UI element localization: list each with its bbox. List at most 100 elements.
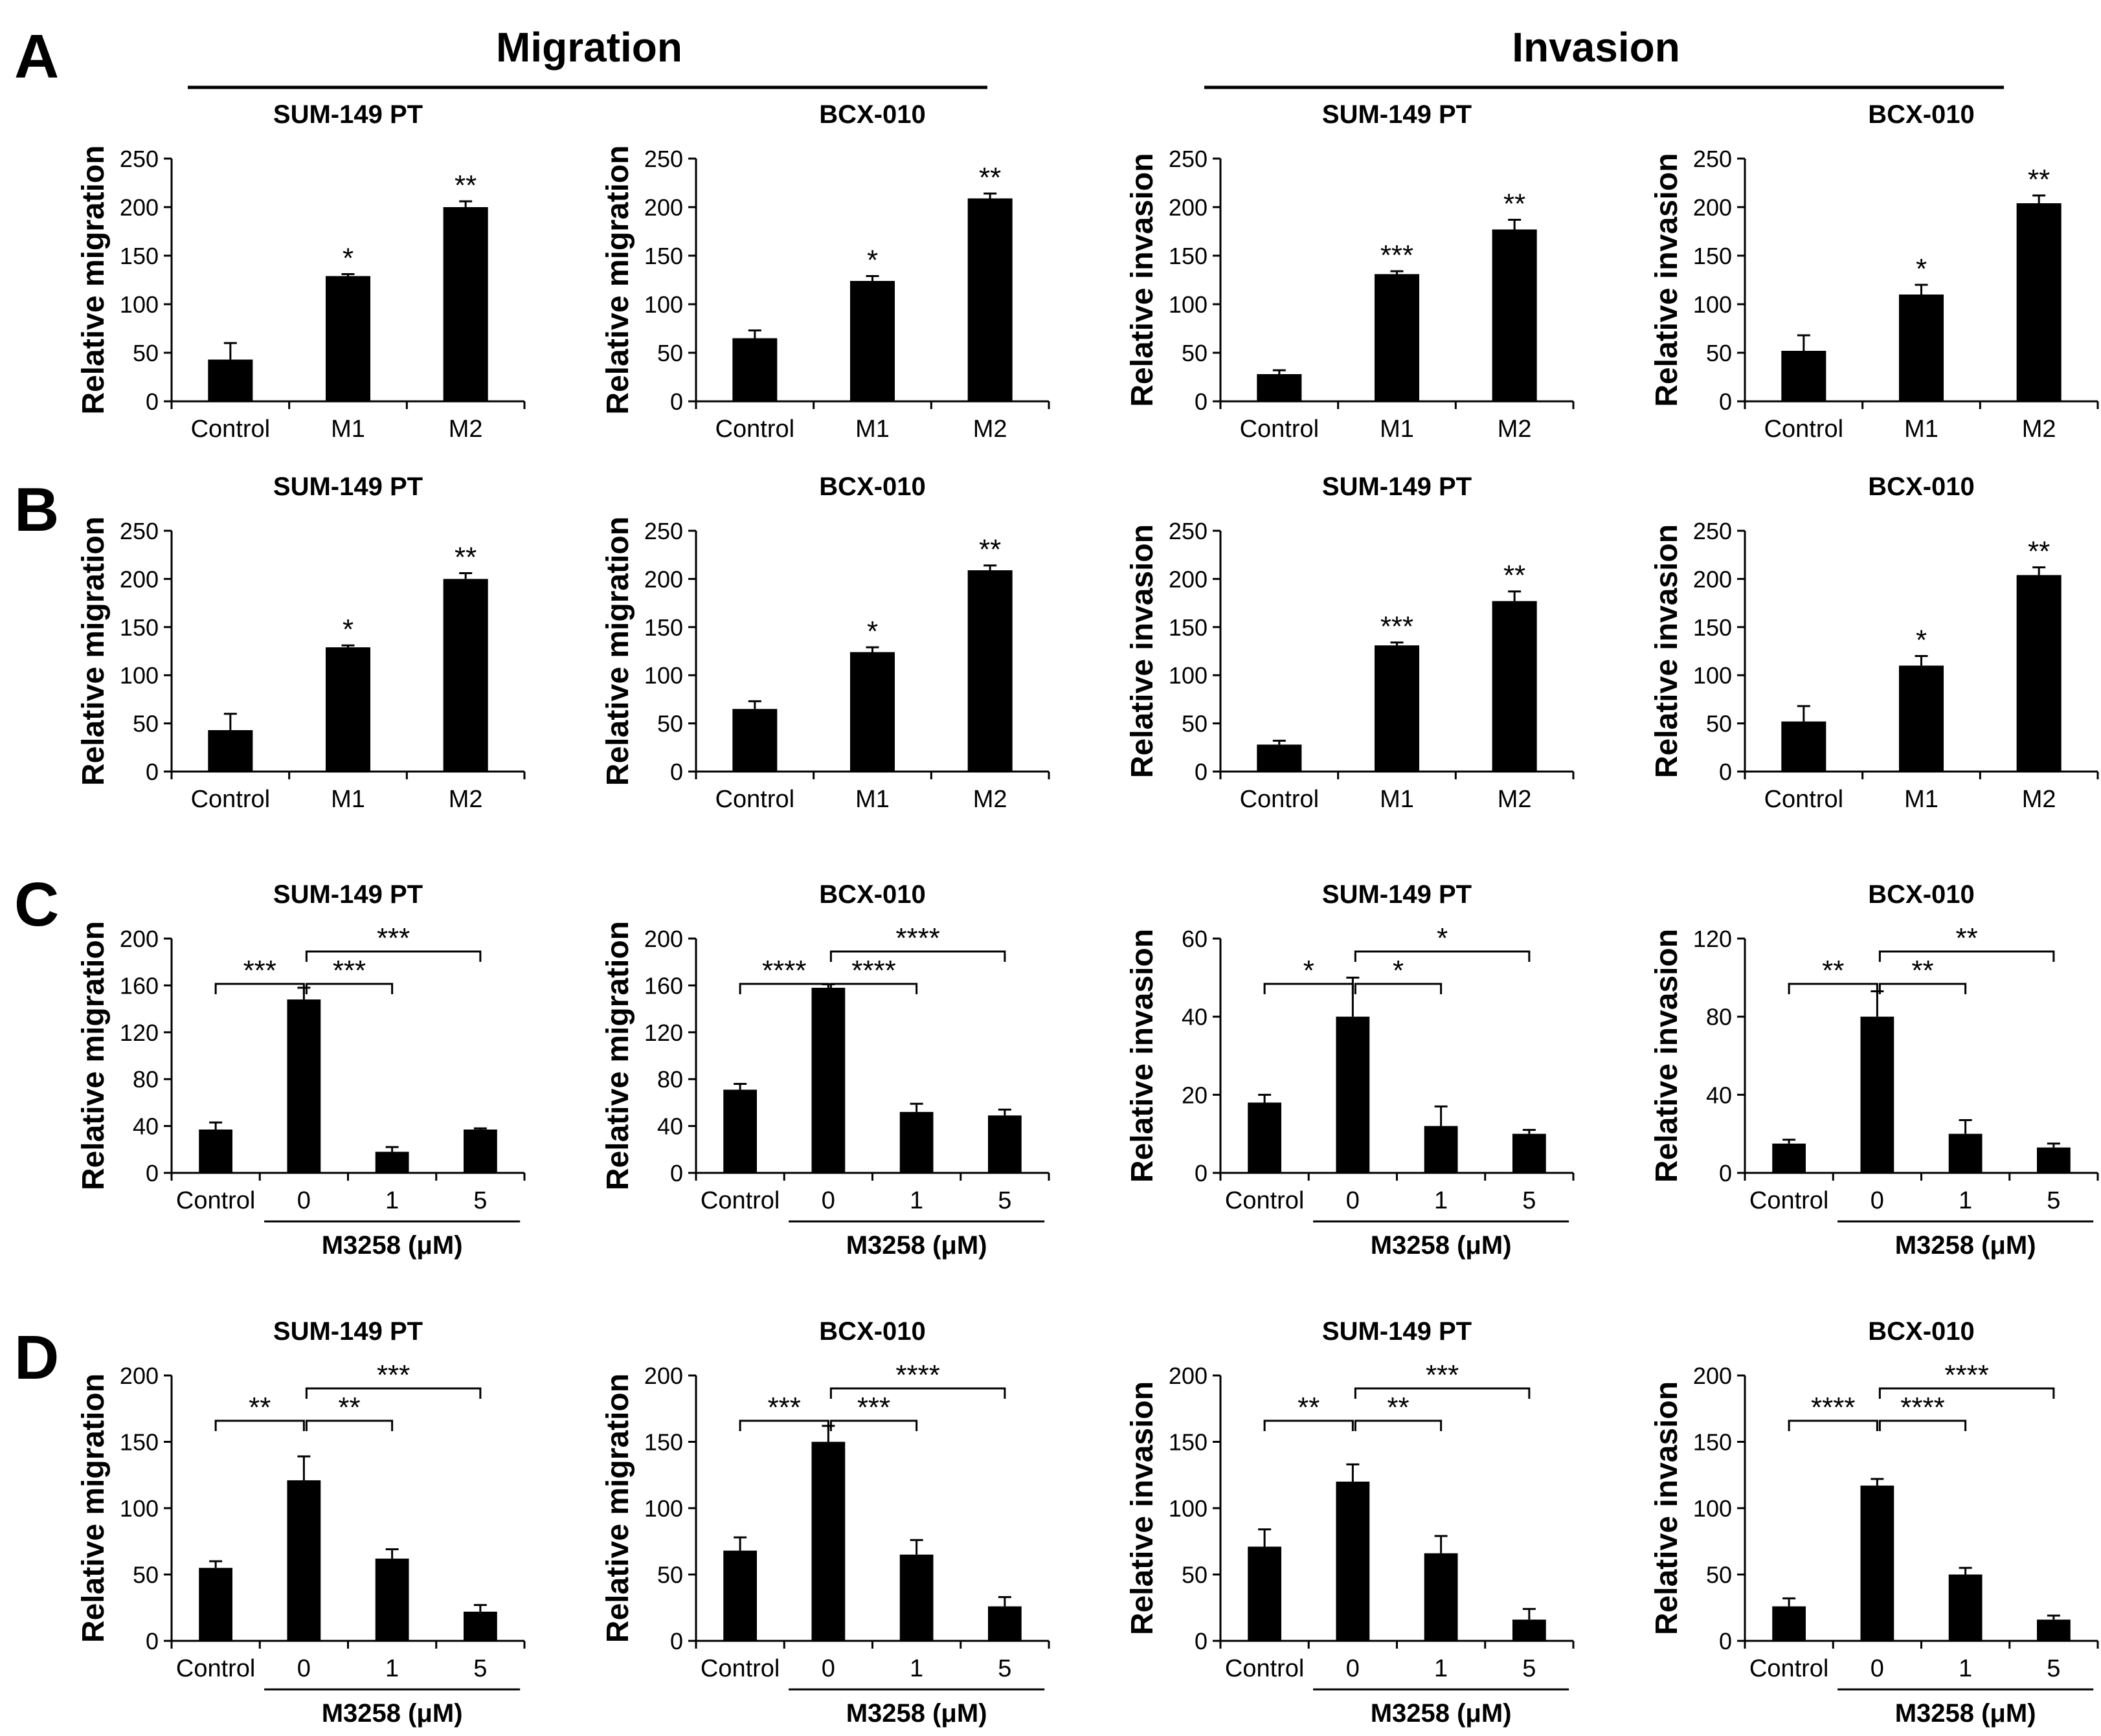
x-category-label: M2: [973, 416, 1007, 443]
x-category-label: 1: [385, 1187, 399, 1214]
comparison-bracket: [1263, 983, 1354, 994]
bar-1: [1424, 1126, 1458, 1173]
bar-0: [287, 999, 321, 1173]
comparison-bracket: [1878, 983, 1967, 994]
bar-m2: [2016, 203, 2062, 401]
comparison-bracket: [829, 983, 918, 994]
bracket-significance: ****: [895, 922, 940, 954]
x-category-label: M1: [1380, 786, 1414, 813]
y-tick-label: 100: [1169, 662, 1208, 689]
comparison-bracket: [305, 1387, 482, 1399]
bracket-significance: ****: [1811, 1392, 1856, 1423]
comparison-bracket: [829, 950, 1006, 962]
x-category-label: Control: [701, 1655, 780, 1682]
bar-0: [1860, 1016, 1894, 1173]
bracket-significance: **: [338, 1392, 360, 1423]
bracket-significance: **: [1822, 955, 1844, 986]
x-category-label: M1: [331, 416, 365, 443]
y-tick-label: 100: [120, 1495, 159, 1522]
bar-control: [732, 338, 778, 401]
bar-1: [1948, 1574, 1983, 1641]
comparison-bracket: [305, 1419, 394, 1431]
y-tick-label: 80: [1706, 1004, 1732, 1030]
y-tick-label: 40: [657, 1113, 683, 1140]
x-category-label: 1: [910, 1187, 923, 1214]
panel-letter-a: A: [14, 22, 59, 91]
y-axis-label: Relative invasion: [1125, 153, 1160, 406]
chart-a3: SUM-149 PT Relative invasion 0 50 100 150 200 2…: [1125, 100, 1575, 443]
y-axis-label: Relative invasion: [1125, 524, 1160, 778]
bar-control: [1772, 1143, 1806, 1173]
x-category-label: 5: [473, 1187, 487, 1214]
y-axis-label: Relative migration: [601, 921, 635, 1190]
bar-0: [1860, 1486, 1894, 1641]
bar-1: [899, 1554, 934, 1641]
comparison-bracket: [214, 983, 305, 994]
y-axis-label: Relative invasion: [1650, 153, 1684, 406]
bar-m2: [443, 579, 488, 772]
y-tick-label: 250: [1693, 518, 1732, 544]
y-tick-label: 0: [1719, 388, 1732, 415]
bar-5: [1512, 1619, 1546, 1641]
bar-m2: [1492, 601, 1537, 772]
bar-5: [2036, 1619, 2071, 1641]
bracket-significance: *: [1303, 955, 1314, 986]
bar-control: [1248, 1546, 1282, 1641]
treatment-group-label: M3258 (μM): [322, 1699, 463, 1728]
bracket-significance: **: [1911, 955, 1933, 986]
y-axis-label: Relative migration: [601, 517, 635, 786]
x-category-label: Control: [1749, 1187, 1829, 1214]
x-category-label: M2: [973, 786, 1007, 813]
x-category-label: M2: [1498, 786, 1532, 813]
bar-0: [811, 988, 846, 1173]
y-tick-label: 100: [644, 291, 683, 318]
x-category-label: M1: [1380, 416, 1414, 443]
y-tick-label: 0: [146, 1628, 159, 1654]
bar-control: [723, 1089, 758, 1173]
y-tick-label: 200: [644, 926, 683, 952]
bracket-significance: ***: [1426, 1359, 1459, 1391]
x-category-label: 0: [822, 1655, 835, 1682]
y-axis-label: Relative invasion: [1650, 929, 1684, 1183]
x-category-label: M1: [855, 416, 890, 443]
bar-control: [1257, 744, 1302, 772]
bar-5: [987, 1115, 1022, 1173]
x-category-label: M2: [2022, 786, 2056, 813]
chart-title: BCX-010: [1868, 1317, 1975, 1346]
y-tick-label: 50: [133, 711, 159, 737]
bracket-significance: ***: [768, 1392, 801, 1423]
y-tick-label: 150: [1169, 1429, 1208, 1456]
treatment-group-label: M3258 (μM): [846, 1231, 987, 1260]
bar-0: [287, 1480, 321, 1641]
bar-0: [811, 1441, 846, 1641]
y-tick-label: 0: [146, 759, 159, 785]
x-category-label: M2: [449, 416, 483, 443]
x-category-label: 0: [1346, 1187, 1360, 1214]
bar-1: [1948, 1133, 1983, 1173]
comparison-bracket: [305, 950, 482, 962]
y-tick-label: 160: [120, 972, 159, 999]
y-tick-label: 50: [133, 340, 159, 366]
chart-b2: BCX-010 Relative migration 0 50 100 150 200 250…: [601, 473, 1050, 813]
x-category-label: 5: [998, 1655, 1011, 1682]
chart-title: BCX-010: [819, 1317, 926, 1346]
y-tick-label: 120: [1693, 926, 1732, 952]
bracket-significance: ****: [1944, 1359, 1989, 1391]
y-tick-label: 100: [1693, 662, 1732, 689]
significance-marker: *: [1916, 253, 1927, 285]
x-category-label: Control: [715, 416, 795, 443]
x-category-label: 5: [998, 1187, 1011, 1214]
y-tick-label: 200: [120, 566, 159, 592]
bar-m2: [443, 207, 488, 401]
y-tick-label: 50: [1182, 340, 1208, 366]
significance-marker: *: [343, 614, 354, 645]
x-category-label: 5: [473, 1655, 487, 1682]
y-tick-label: 40: [1706, 1082, 1732, 1108]
y-tick-label: 250: [120, 146, 159, 172]
comparison-bracket: [829, 1387, 1006, 1399]
bar-control: [1257, 374, 1302, 401]
bracket-significance: **: [1956, 922, 1978, 954]
y-tick-label: 150: [1169, 614, 1208, 641]
